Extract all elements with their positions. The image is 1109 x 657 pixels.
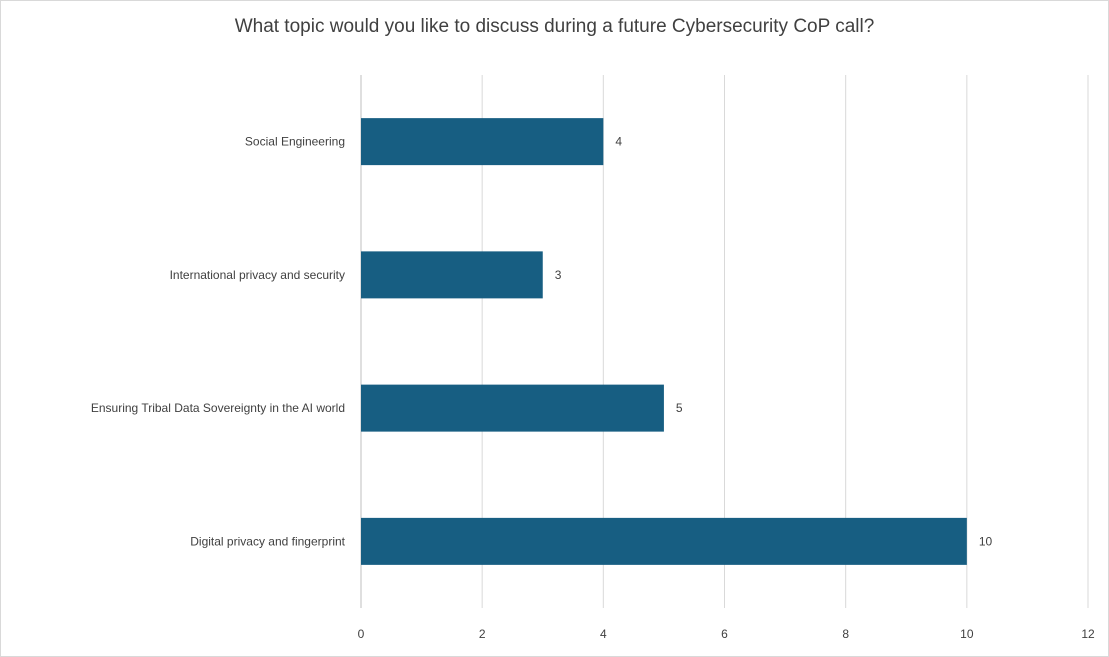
category-label-4: Digital privacy and fingerprint bbox=[190, 534, 345, 548]
data-label-4: 10 bbox=[979, 534, 993, 548]
category-label-3: Ensuring Tribal Data Sovereignty in the … bbox=[91, 401, 345, 415]
x-tick-label-2: 2 bbox=[479, 627, 486, 641]
bar-3 bbox=[361, 384, 664, 432]
data-label-1: 4 bbox=[615, 135, 622, 149]
bar-4 bbox=[361, 517, 967, 565]
x-tick-label-4: 4 bbox=[600, 627, 607, 641]
x-tick-label-8: 8 bbox=[842, 627, 849, 641]
x-axis-tick-labels: 0 2 4 6 8 10 12 bbox=[358, 627, 1095, 641]
data-label-3: 5 bbox=[676, 401, 683, 415]
chart-title: What topic would you like to discuss dur… bbox=[234, 16, 875, 37]
category-labels: Social Engineering International privacy … bbox=[91, 135, 346, 549]
category-label-1: Social Engineering bbox=[245, 135, 345, 149]
x-tick-label-10: 10 bbox=[960, 627, 974, 641]
data-label-2: 3 bbox=[555, 268, 562, 282]
bar-2 bbox=[361, 251, 543, 299]
x-tick-label-0: 0 bbox=[358, 627, 365, 641]
category-label-2: International privacy and security bbox=[170, 268, 345, 282]
data-labels: 4 3 5 10 bbox=[555, 135, 993, 549]
x-tick-label-6: 6 bbox=[721, 627, 728, 641]
bars bbox=[361, 118, 967, 565]
x-tick-label-12: 12 bbox=[1081, 627, 1095, 641]
bar-1 bbox=[361, 118, 604, 166]
